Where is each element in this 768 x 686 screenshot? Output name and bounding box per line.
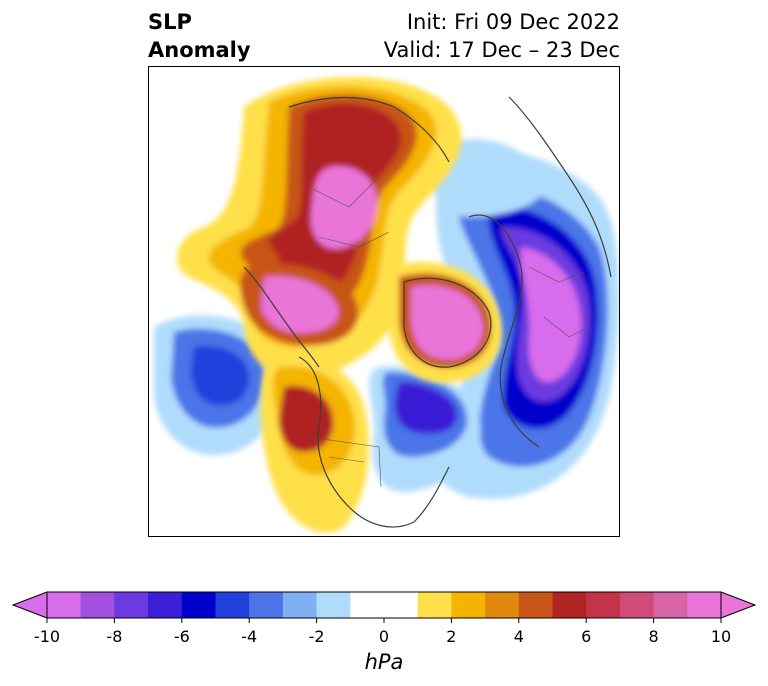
negative-anomaly-layer [154,138,619,499]
border-line [528,266,585,283]
colorbar-tick-label: -6 [174,627,190,646]
atlantic-low-core [394,382,457,434]
greenland-high-core [411,284,484,360]
siberia-coast [288,96,450,163]
colorbar-swatch [518,592,553,618]
colorbar: -10 -8 -6 -4 -2 0 2 4 6 8 10 hPa [11,591,757,674]
colorbar-swatch [282,592,318,618]
colorbar-swatch [350,592,385,618]
greenland-coast [403,277,492,368]
colorbar-swatch [148,592,183,618]
colorbar-swatch [181,592,216,618]
title-variable: SLP [148,10,192,34]
map-title: SLP Anomaly [148,8,251,64]
colorbar-swatch [586,592,621,618]
forecast-dates: Init: Fri 09 Dec 2022 Valid: 17 Dec – 23… [384,8,620,64]
colorbar-swatches [47,592,722,618]
colorbar-min-arrow [11,591,48,619]
colorbar-swatch [80,592,115,618]
colorbar-tick-label: 2 [446,627,456,646]
colorbar-swatch [47,592,82,618]
colorbar-swatch [249,592,284,618]
colorbar-tick-label: -4 [241,627,257,646]
colorbar-swatch [384,592,419,618]
border-line [328,456,365,463]
siberia-high-core [310,166,377,250]
colorbar-tick-label: -10 [34,627,60,646]
colorbar-swatch [485,592,520,618]
valid-range: Valid: 17 Dec – 23 Dec [383,38,620,62]
colorbar-swatch [653,592,688,618]
colorbar-tick-label: 4 [514,627,524,646]
asia-coast [508,96,612,278]
colorbar-tick-label: 6 [581,627,591,646]
border-line [318,231,390,248]
colorbar-tick-label: -2 [309,627,325,646]
europe-coast [468,214,540,448]
colorbar-swatch [114,592,149,618]
coastlines [243,96,612,528]
border-line [308,436,382,488]
colorbar-tick-label: -8 [106,627,122,646]
pacific-low-core [191,346,249,406]
eurasia-low-core [521,247,582,383]
colorbar-swatch [215,592,250,618]
colorbar-unit: hPa [365,650,404,674]
westus-high-core [279,386,334,452]
north-america-coast [298,356,450,528]
map-panel [148,66,620,537]
colorbar-tick-label: 10 [711,627,731,646]
anomaly-map [154,77,619,533]
colorbar-max-arrow [720,591,757,619]
colorbar-swatch [417,592,452,618]
title-quantity: Anomaly [148,38,251,62]
colorbar-ticks: -10 -8 -6 -4 -2 0 2 4 6 8 10 [34,618,731,646]
colorbar-swatch [687,592,722,618]
init-date: Init: Fri 09 Dec 2022 [406,10,620,34]
country-borders [308,176,590,488]
colorbar-swatch [316,592,351,618]
arctic-low-faint [430,138,546,217]
colorbar-swatch [619,592,655,618]
colorbar-swatch [451,592,486,618]
colorbar-tick-label: 0 [379,627,389,646]
colorbar-tick-label: 8 [649,627,659,646]
bering-high-core [261,275,339,334]
alaska-coast [243,266,320,368]
positive-anomaly-layer [177,77,502,533]
border-line [543,316,590,338]
colorbar-swatch [552,592,587,618]
border-line [308,176,380,208]
